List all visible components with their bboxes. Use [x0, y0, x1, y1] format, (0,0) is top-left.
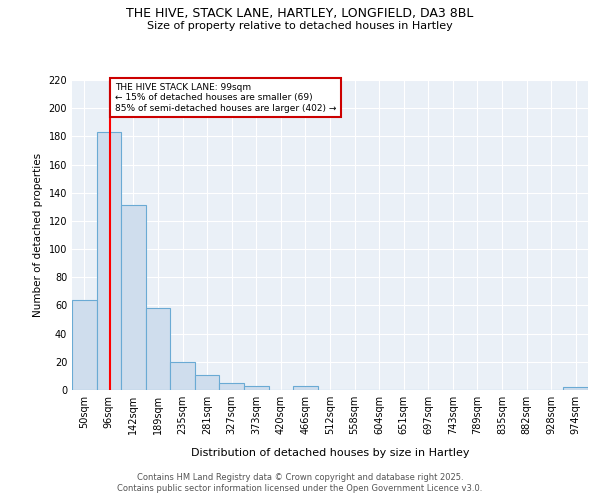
Text: Contains HM Land Registry data © Crown copyright and database right 2025.: Contains HM Land Registry data © Crown c…: [137, 472, 463, 482]
Bar: [121, 206, 146, 390]
Bar: [146, 308, 170, 390]
Bar: [220, 383, 244, 390]
Text: Contains public sector information licensed under the Open Government Licence v3: Contains public sector information licen…: [118, 484, 482, 493]
Bar: [244, 386, 269, 390]
Bar: [170, 362, 195, 390]
Bar: [293, 386, 318, 390]
Bar: [563, 387, 588, 390]
Bar: [97, 132, 121, 390]
Text: THE HIVE, STACK LANE, HARTLEY, LONGFIELD, DA3 8BL: THE HIVE, STACK LANE, HARTLEY, LONGFIELD…: [127, 8, 473, 20]
Text: THE HIVE STACK LANE: 99sqm
← 15% of detached houses are smaller (69)
85% of semi: THE HIVE STACK LANE: 99sqm ← 15% of deta…: [115, 83, 336, 112]
Y-axis label: Number of detached properties: Number of detached properties: [33, 153, 43, 317]
Text: Distribution of detached houses by size in Hartley: Distribution of detached houses by size …: [191, 448, 469, 458]
Text: Size of property relative to detached houses in Hartley: Size of property relative to detached ho…: [147, 21, 453, 31]
Bar: [195, 374, 220, 390]
Bar: [72, 300, 97, 390]
